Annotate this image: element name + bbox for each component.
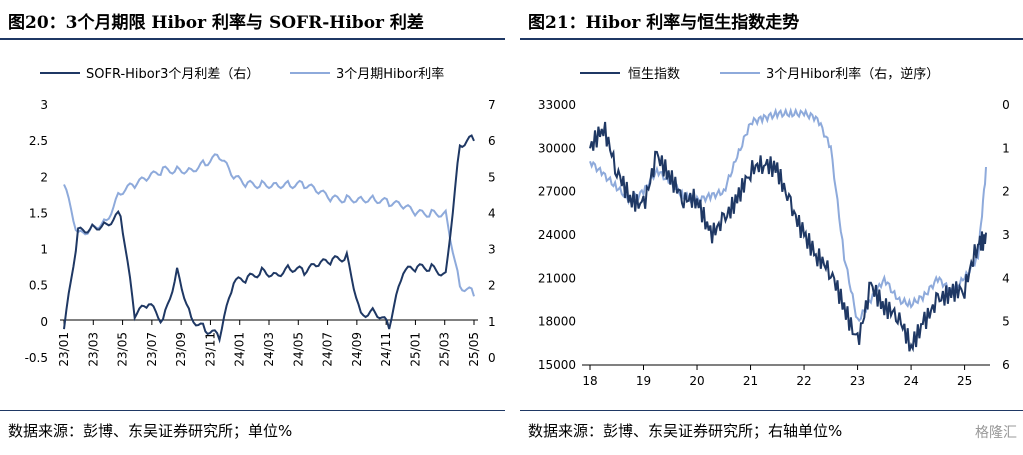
left-x-tick-label: 24/07: [321, 332, 335, 367]
left-x-tick-label: 23/03: [86, 332, 100, 367]
right-chart-title: 图21：Hibor 利率与恒生指数走势: [528, 13, 800, 33]
left-yr-tick-label: 0: [488, 351, 496, 365]
right-hsi-series-line: [589, 121, 987, 353]
right-yr-tick-label: 3: [1002, 228, 1010, 242]
right-hibor-series-line: [589, 107, 987, 323]
right-x-ticks: 18 19 20 21 22 23 24 25: [582, 365, 972, 388]
left-y-tick-label: 1: [40, 243, 48, 257]
right-x-tick-label: 19: [636, 374, 651, 388]
right-yr-tick-label: 6: [1002, 358, 1010, 372]
left-x-tick-label: 24/05: [291, 332, 305, 367]
right-yr-tick-label: 5: [1002, 315, 1010, 329]
left-x-tick-label: 24/09: [350, 332, 364, 367]
right-x-tick-label: 18: [582, 374, 597, 388]
left-y-left-ticks: 3 2.5 2 1.5 1 0.5 0 -0.5: [25, 98, 48, 365]
left-yr-tick-label: 4: [488, 206, 496, 220]
left-x-tick-label: 24/11: [379, 332, 393, 367]
left-chart-svg: SOFR-Hibor3个月利差（右） 3个月期Hibor利率 3 2.5 2 1.5 1…: [25, 66, 496, 367]
left-source-rule: [0, 410, 505, 411]
left-x-tick-label: 25/03: [438, 332, 452, 367]
left-x-tick-label: 23/11: [203, 332, 217, 367]
right-x-tick-label: 21: [743, 374, 758, 388]
right-yr-tick-label: 4: [1002, 271, 1010, 285]
right-x-tick-label: 25: [957, 374, 972, 388]
left-hibor-series-line: [63, 153, 475, 297]
left-yr-tick-label: 1: [488, 315, 496, 329]
left-y-tick-label: 2.5: [29, 134, 48, 148]
left-y-tick-label: 0: [40, 315, 48, 329]
left-yr-tick-label: 2: [488, 279, 496, 293]
left-x-tick-label: 23/05: [116, 332, 130, 367]
right-x-tick-label: 22: [796, 374, 811, 388]
right-source-note: 数据来源：彭博、东吴证券研究所；右轴单位%: [528, 422, 843, 440]
right-y-tick-label: 33000: [538, 98, 576, 112]
right-legend-dark-label: 恒生指数: [628, 67, 680, 82]
left-chart-title: 图20：3个月期限 Hibor 利率与 SOFR-Hibor 利差: [8, 13, 424, 33]
right-chart-svg: 恒生指数 3个月Hibor利率（右，逆序） 330003000027000240…: [538, 66, 1010, 388]
left-y-tick-label: 2: [40, 170, 48, 184]
left-y-tick-label: 0.5: [29, 279, 48, 293]
right-yr-tick-label: 1: [1002, 141, 1010, 155]
right-source-rule: [520, 410, 1023, 411]
right-y-tick-label: 21000: [538, 271, 576, 285]
left-yr-tick-label: 7: [488, 98, 496, 112]
watermark-logo: 格隆汇: [975, 425, 1017, 441]
left-x-tick-label: 24/03: [262, 332, 276, 367]
left-x-tick-label: 24/01: [233, 332, 247, 367]
left-x-tick-label: 25/01: [408, 332, 422, 367]
left-x-ticks: 23/01 23/03 23/05 23/07 23/09 23/11 24/01 24/03…: [57, 320, 481, 367]
right-y-tick-label: 18000: [538, 315, 576, 329]
right-x-tick-label: 23: [850, 374, 865, 388]
left-legend-light-label: 3个月期Hibor利率: [336, 66, 444, 82]
right-y-tick-label: 24000: [538, 228, 576, 242]
right-y-tick-label: 30000: [538, 141, 576, 155]
right-x-tick-label: 20: [689, 374, 704, 388]
left-yr-tick-label: 5: [488, 170, 496, 184]
left-x-tick-label: 23/01: [57, 332, 71, 367]
left-spread-series-line: [63, 134, 475, 344]
right-chart-panel: 图21：Hibor 利率与恒生指数走势 恒生指数 3个月Hibor利率（右，逆序…: [520, 0, 1023, 455]
left-title-rule: [0, 38, 505, 40]
right-y-right-ticks: 0 1 2 3 4 5 6: [1002, 98, 1010, 372]
left-y-right-ticks: 7 6 5 4 3 2 1 0: [488, 98, 496, 365]
left-y-tick-label: 1.5: [29, 206, 48, 220]
left-yr-tick-label: 6: [488, 134, 496, 148]
right-y-tick-label: 27000: [538, 185, 576, 199]
left-chart-panel: 图20：3个月期限 Hibor 利率与 SOFR-Hibor 利差 SOFR-H…: [0, 0, 505, 455]
right-y-left-ticks: 33000 30000 27000 24000 21000 18000 15000: [538, 98, 576, 372]
right-legend-light-label: 3个月Hibor利率（右，逆序）: [766, 66, 939, 82]
right-title-rule: [520, 38, 1023, 40]
left-legend-dark-label: SOFR-Hibor3个月利差（右）: [86, 67, 259, 82]
left-x-tick-label: 25/05: [467, 332, 481, 367]
left-x-tick-label: 23/07: [145, 332, 159, 367]
right-x-tick-label: 24: [903, 374, 918, 388]
right-yr-tick-label: 2: [1002, 185, 1010, 199]
left-y-tick-label: -0.5: [25, 351, 48, 365]
right-y-tick-label: 15000: [538, 358, 576, 372]
right-yr-tick-label: 0: [1002, 98, 1010, 112]
left-y-tick-label: 3: [40, 98, 48, 112]
left-yr-tick-label: 3: [488, 243, 496, 257]
left-source-note: 数据来源：彭博、东吴证券研究所；单位%: [8, 422, 293, 440]
left-x-tick-label: 23/09: [174, 332, 188, 367]
